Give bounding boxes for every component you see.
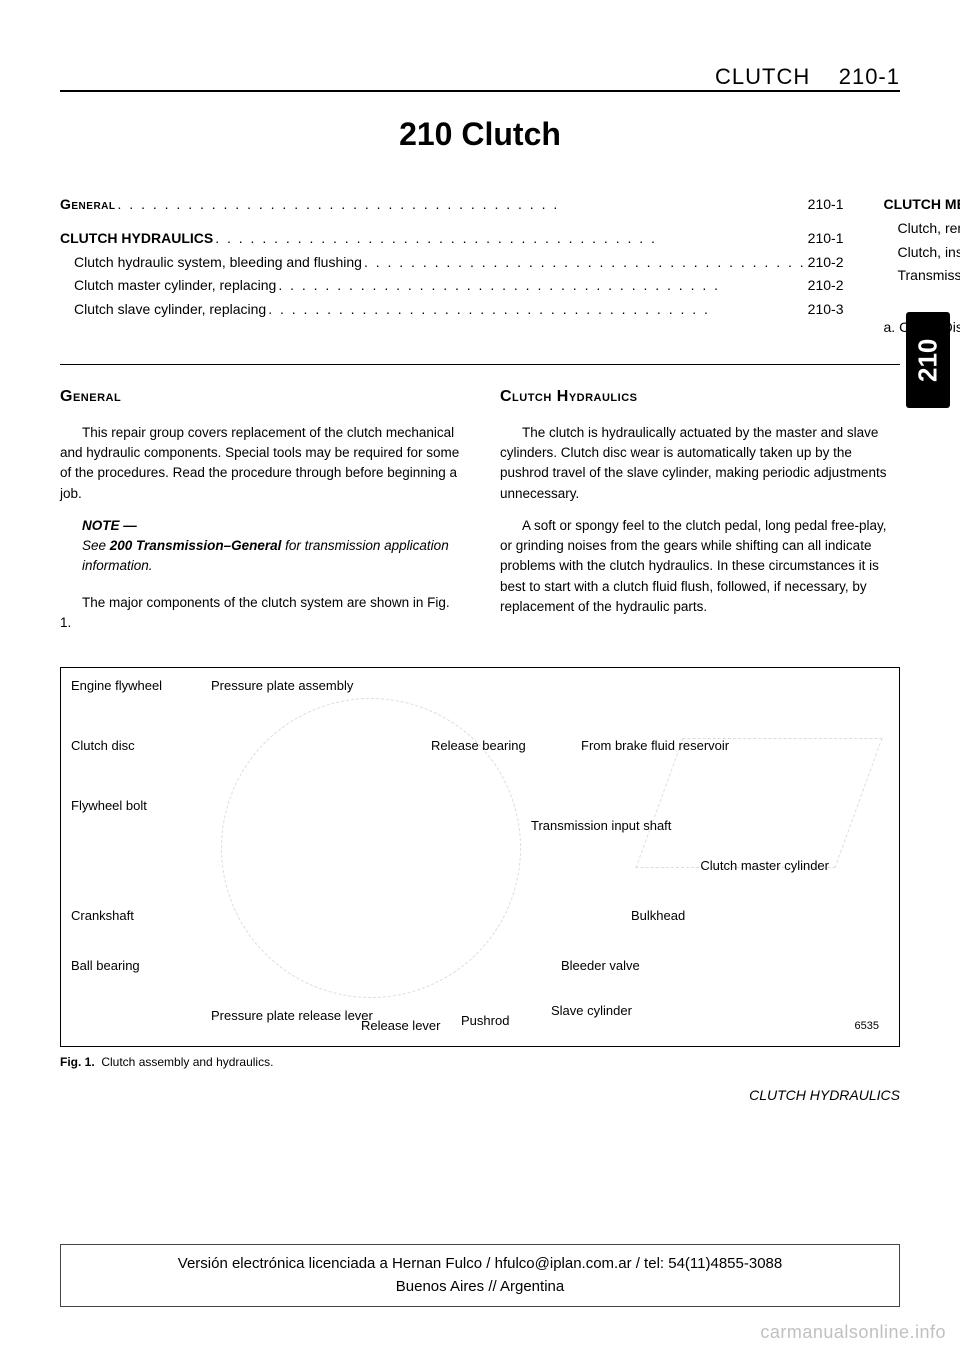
toc-label: Clutch hydraulic system, bleeding and fl…: [74, 251, 362, 275]
header-page: 210-1: [839, 64, 900, 89]
fig-label-pressure-plate-assembly: Pressure plate assembly: [211, 678, 353, 693]
note-label: NOTE —: [82, 516, 460, 536]
body-paragraph: This repair group covers replacement of …: [60, 423, 460, 504]
toc-page: 210-1: [808, 193, 844, 217]
fig-label-transmission-input-shaft: Transmission input shaft: [531, 818, 671, 833]
fig-label-release-bearing: Release bearing: [431, 738, 526, 753]
toc-page: 210-2: [808, 251, 844, 275]
toc-leader: [213, 227, 807, 251]
fig-label-release-lever: Release lever: [361, 1018, 441, 1033]
section-side-tab: 210: [906, 312, 950, 408]
toc-entry: Clutch master cylinder, replacing 210-2: [60, 274, 843, 298]
body-left-column: General This repair group covers replace…: [60, 385, 460, 645]
fig-label-bleeder-valve: Bleeder valve: [561, 958, 640, 973]
toc-page: 210-2: [808, 274, 844, 298]
body-columns: General This repair group covers replace…: [60, 385, 900, 645]
toc-leader: [116, 193, 808, 217]
note-text: See 200 Transmission–General for transmi…: [82, 536, 460, 577]
fig-label-pushrod: Pushrod: [461, 1013, 509, 1028]
fig-label-crankshaft: Crankshaft: [71, 908, 134, 923]
figure-caption-text: Clutch assembly and hydraulics.: [101, 1055, 273, 1069]
toc-entry: Transmission pilot bearing, replacing 21…: [883, 264, 960, 288]
toc-entry: General 210-1: [60, 193, 843, 217]
section-heading-general: General: [60, 385, 460, 409]
toc-label: Clutch, inspecting and installing: [897, 241, 960, 265]
note-text-bold: 200 Transmission–General: [110, 538, 282, 553]
chapter-title: 210 Clutch: [60, 116, 900, 153]
toc-page: 210-3: [808, 298, 844, 322]
running-footer: CLUTCH HYDRAULICS: [60, 1087, 900, 1103]
page-header: CLUTCH 210-1: [715, 64, 900, 90]
fig-label-clutch-master-cylinder: Clutch master cylinder: [700, 858, 829, 873]
license-line-1: Versión electrónica licenciada a Hernan …: [75, 1253, 885, 1276]
license-box: Versión electrónica licenciada a Hernan …: [60, 1244, 900, 1307]
body-paragraph: The major components of the clutch syste…: [60, 593, 460, 634]
toc-label: General: [60, 193, 116, 217]
toc-label: Clutch slave cylinder, replacing: [74, 298, 266, 322]
toc-label: CLUTCH MECHANICAL: [883, 193, 960, 217]
toc-entry: CLUTCH MECHANICAL 210-3: [883, 193, 960, 217]
toc-leader: [276, 274, 807, 298]
license-line-2: Buenos Aires // Argentina: [75, 1276, 885, 1299]
fig-label-bulkhead: Bulkhead: [631, 908, 685, 923]
toc-entry: Clutch slave cylinder, replacing 210-3: [60, 298, 843, 322]
fig-label-flywheel-bolt: Flywheel bolt: [71, 798, 147, 813]
fig-label-from-brake-reservoir: From brake fluid reservoir: [581, 738, 729, 753]
body-right-column: Clutch Hydraulics The clutch is hydrauli…: [500, 385, 900, 645]
figure-ref-number: 6535: [855, 1020, 879, 1032]
toc-entry: Clutch, removing 210-4: [883, 217, 960, 241]
toc-leader: [266, 298, 807, 322]
section-divider: [60, 364, 900, 365]
toc-page: 210-1: [808, 227, 844, 251]
watermark: carmanualsonline.info: [760, 1322, 946, 1343]
note-block: NOTE — See 200 Transmission–General for …: [82, 516, 460, 577]
figure-caption: Fig. 1. Clutch assembly and hydraulics.: [60, 1055, 900, 1069]
section-heading-hydraulics: Clutch Hydraulics: [500, 385, 900, 409]
toc-label: Transmission pilot bearing, replacing: [897, 264, 960, 288]
fig-label-ball-bearing: Ball bearing: [71, 958, 140, 973]
hydraulics-diagram-placeholder-icon: [635, 738, 882, 868]
toc-leader: [362, 251, 808, 275]
toc-label: CLUTCH HYDRAULICS: [60, 227, 213, 251]
body-paragraph: A soft or spongy feel to the clutch peda…: [500, 516, 900, 617]
toc-entry: Clutch hydraulic system, bleeding and fl…: [60, 251, 843, 275]
fig-label-pressure-plate-release-lever: Pressure plate release lever: [211, 1008, 373, 1023]
note-text-pre: See: [82, 538, 110, 553]
fig-label-slave-cylinder: Slave cylinder: [551, 1003, 632, 1018]
toc-label: Clutch master cylinder, replacing: [74, 274, 276, 298]
toc-entry: Clutch, inspecting and installing 210-5: [883, 241, 960, 265]
page-header-rule: CLUTCH 210-1: [60, 90, 900, 92]
toc-left-column: General 210-1 CLUTCH HYDRAULICS 210-1 Cl…: [60, 193, 843, 340]
fig-label-clutch-disc: Clutch disc: [71, 738, 135, 753]
figure-1-box: Engine flywheel Pressure plate assembly …: [60, 667, 900, 1047]
toc-entry: CLUTCH HYDRAULICS 210-1: [60, 227, 843, 251]
table-of-contents: General 210-1 CLUTCH HYDRAULICS 210-1 Cl…: [60, 193, 900, 340]
fig-label-engine-flywheel: Engine flywheel: [71, 678, 162, 693]
header-section: CLUTCH: [715, 64, 810, 89]
figure-caption-prefix: Fig. 1.: [60, 1055, 95, 1069]
toc-label: Clutch, removing: [897, 217, 960, 241]
body-paragraph: The clutch is hydraulically actuated by …: [500, 423, 900, 504]
